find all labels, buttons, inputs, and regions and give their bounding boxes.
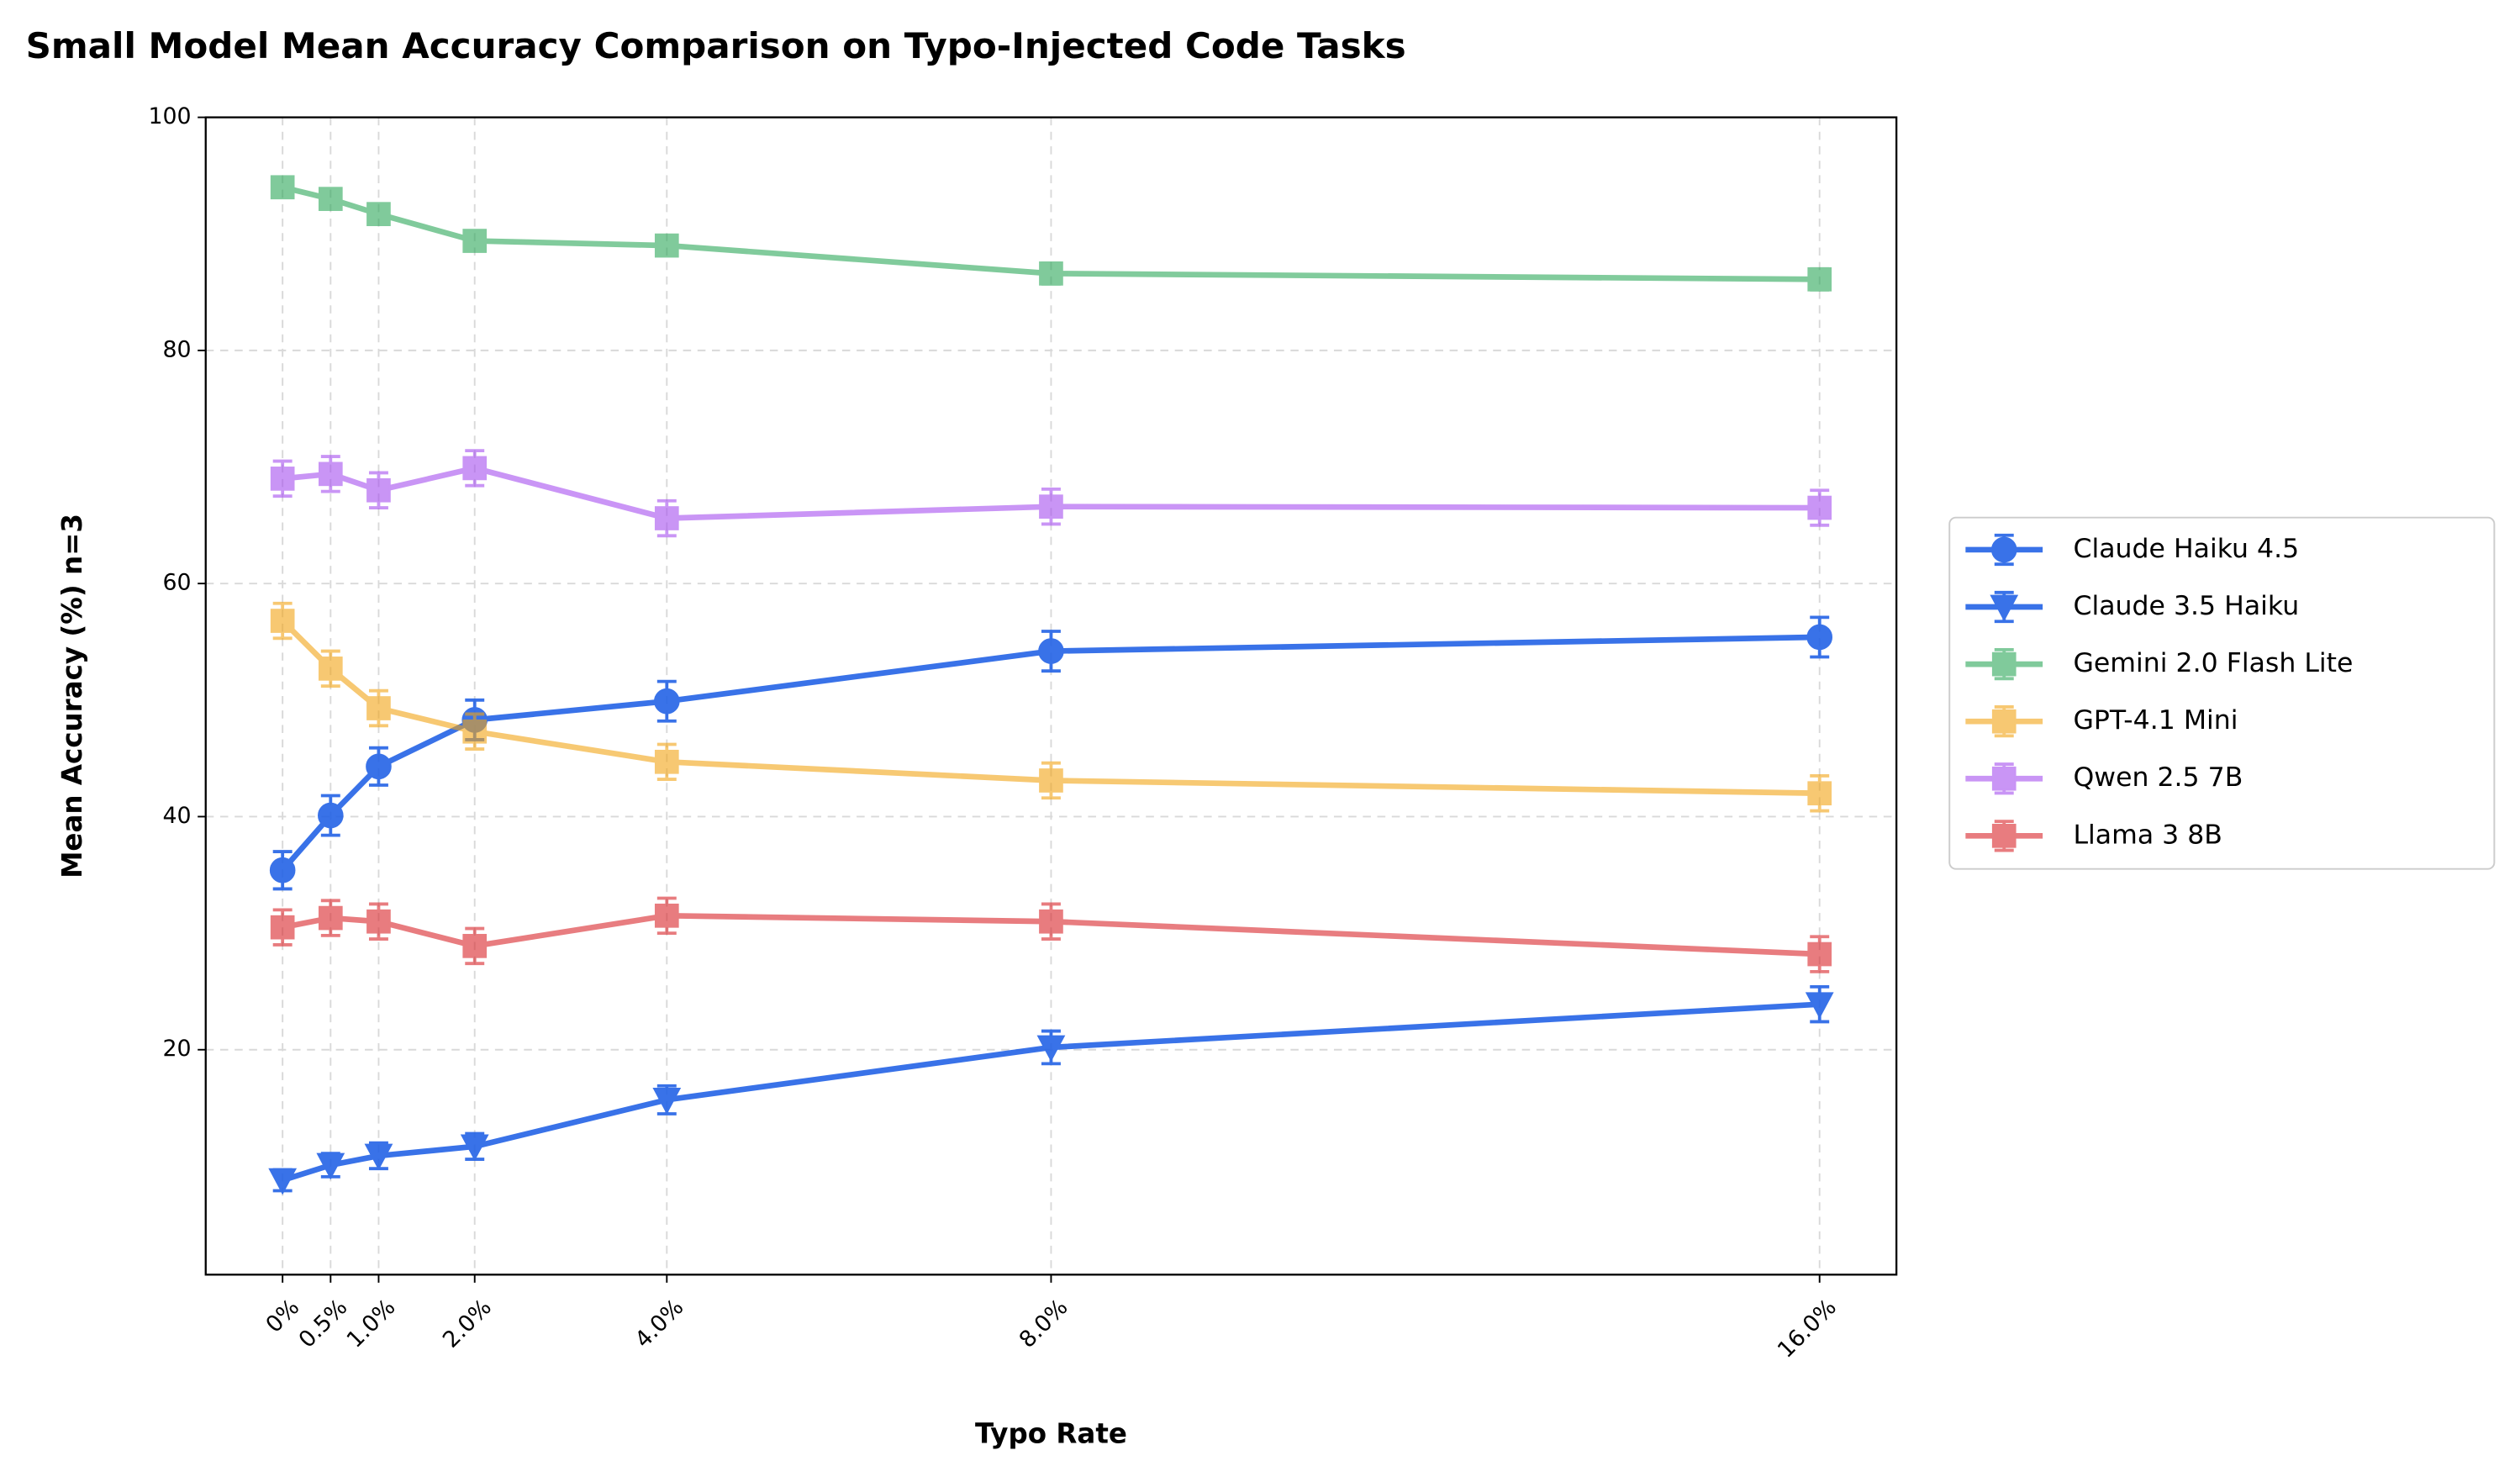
marker — [462, 456, 488, 481]
legend-label: Qwen 2.5 7B — [2073, 762, 2243, 793]
series — [268, 984, 1834, 1195]
y-tick-label: 20 — [162, 1036, 191, 1062]
x-tick-label: 16.0% — [1773, 1295, 1842, 1363]
marker — [1807, 941, 1832, 967]
marker — [652, 1088, 682, 1115]
x-tick-label: 2.0% — [438, 1295, 497, 1353]
marker — [1038, 638, 1064, 664]
x-tick-label: 8.0% — [1015, 1295, 1073, 1353]
marker — [654, 506, 679, 530]
marker — [366, 753, 392, 780]
marker — [460, 1134, 489, 1162]
marker — [1807, 495, 1832, 520]
legend-marker — [1991, 823, 2017, 848]
legend-entry — [1965, 705, 2043, 738]
marker — [318, 187, 343, 211]
marker — [318, 905, 343, 931]
marker — [462, 229, 488, 253]
x-tick-label: 1.0% — [342, 1295, 401, 1353]
legend-marker — [1991, 709, 2017, 734]
legend-entry — [1965, 590, 2043, 624]
y-tick-label: 80 — [162, 336, 191, 362]
y-tick-label: 60 — [162, 570, 191, 596]
legend-label: Llama 3 8B — [2073, 820, 2222, 850]
legend-box — [1948, 516, 2496, 870]
marker — [462, 719, 488, 744]
legend-marker — [1991, 651, 2017, 677]
marker — [366, 909, 391, 934]
marker — [654, 688, 680, 715]
marker — [366, 477, 391, 503]
y-tick-label: 40 — [162, 803, 191, 829]
x-tick-label: 0.5% — [294, 1295, 353, 1353]
marker — [654, 903, 679, 928]
legend-marker — [1990, 594, 2019, 622]
series — [270, 896, 1832, 973]
marker — [269, 857, 296, 883]
marker — [270, 609, 295, 633]
x-axis-label: Typo Rate — [975, 1418, 1127, 1450]
legend-label: GPT-4.1 Mini — [2073, 705, 2238, 736]
y-axis-label: Mean Accuracy (%) n=3 — [56, 514, 88, 878]
marker — [316, 1152, 345, 1180]
marker — [1807, 266, 1832, 292]
plot-frame — [204, 116, 1898, 1276]
chart-title: Small Model Mean Accuracy Comparison on … — [26, 25, 1406, 66]
legend-entry — [1965, 533, 2043, 567]
legend-entry — [1965, 820, 2043, 852]
x-tick-label: 4.0% — [630, 1295, 688, 1353]
marker — [1807, 781, 1832, 806]
marker — [366, 202, 391, 227]
series — [270, 449, 1832, 538]
marker — [654, 749, 679, 774]
marker — [318, 657, 343, 681]
legend-label: Gemini 2.0 Flash Lite — [2073, 648, 2353, 678]
series — [270, 175, 1832, 292]
marker — [654, 233, 679, 258]
legend-marker — [1990, 536, 2017, 563]
marker — [1806, 624, 1833, 651]
marker — [1039, 494, 1063, 519]
marker — [1039, 909, 1063, 934]
legend-entry — [1965, 647, 2043, 681]
marker — [268, 1168, 298, 1195]
marker — [270, 175, 295, 200]
legend-marker — [1991, 766, 2017, 791]
series — [270, 601, 1832, 813]
marker — [1036, 1035, 1066, 1063]
legend-entry — [1965, 762, 2043, 795]
marker — [1039, 768, 1063, 793]
y-tick-label: 100 — [148, 103, 191, 129]
legend-label: Claude 3.5 Haiku — [2073, 591, 2299, 621]
marker — [1805, 992, 1834, 1020]
marker — [1039, 261, 1063, 286]
marker — [318, 802, 344, 829]
marker — [270, 915, 295, 940]
marker — [366, 696, 391, 720]
marker — [270, 467, 295, 491]
marker — [364, 1143, 393, 1171]
marker — [462, 934, 488, 958]
legend-label: Claude Haiku 4.5 — [2073, 534, 2299, 564]
marker — [318, 461, 343, 487]
